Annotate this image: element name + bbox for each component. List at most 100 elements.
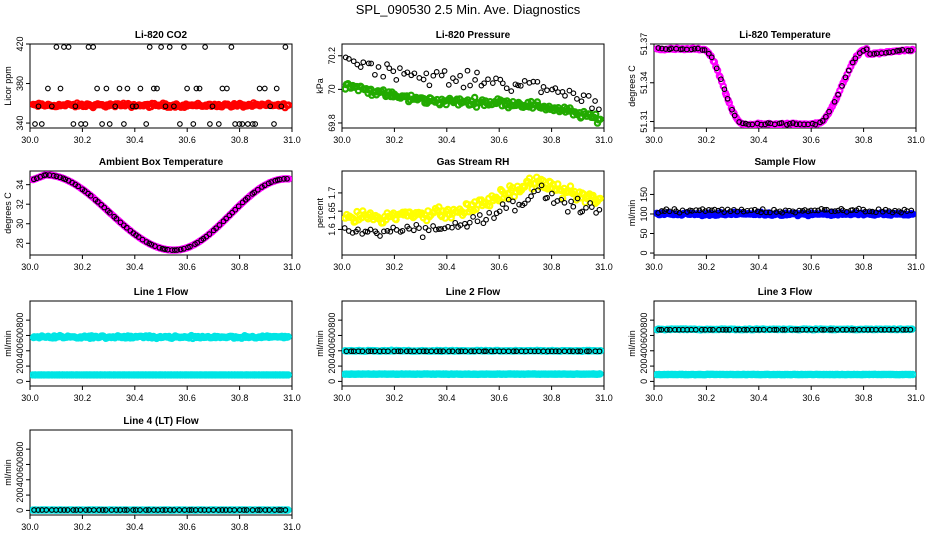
- x-tick-label: 30.6: [490, 262, 508, 272]
- data-point: [512, 81, 519, 88]
- data-point: [871, 51, 877, 57]
- panel-sample_flow: Sample Flow 30.0 30.2 30.4 30.6 30.8 31.0 0 50 10…: [627, 157, 925, 272]
- data-point: [793, 121, 800, 128]
- data-point: [123, 224, 130, 231]
- y-tick-label: 1.65: [327, 202, 337, 220]
- x-tick-label: 30.4: [750, 393, 768, 403]
- data-point: [133, 103, 139, 110]
- data-point: [150, 85, 157, 92]
- data-point: [552, 85, 559, 91]
- marks: [30, 44, 292, 127]
- data-point: [729, 106, 735, 113]
- x-tick-label: 30.4: [438, 393, 456, 403]
- data-point: [741, 326, 747, 333]
- data-point: [57, 85, 64, 92]
- y-tick-label: 400: [327, 343, 337, 358]
- data-point: [491, 215, 497, 221]
- data-point: [99, 121, 105, 127]
- data-point: [171, 247, 178, 253]
- y-tick-label: 600: [15, 457, 25, 472]
- data-point: [481, 348, 487, 355]
- data-point: [765, 120, 771, 126]
- data-point: [751, 206, 758, 213]
- x-tick-label: 31.0: [595, 262, 613, 272]
- data-point: [559, 89, 566, 95]
- data-point: [740, 208, 747, 215]
- data-point: [759, 206, 766, 212]
- data-point: [57, 174, 63, 181]
- x-tick-label: 31.0: [283, 262, 301, 272]
- data-point: [538, 182, 545, 189]
- y-axis-label: ml/min: [627, 200, 637, 227]
- data-point: [784, 121, 790, 128]
- y-tick-label: 0: [15, 508, 25, 513]
- x-tick-label: 31.0: [595, 135, 613, 145]
- x-tick-label: 30.4: [750, 135, 768, 145]
- data-point: [222, 507, 229, 513]
- data-point: [896, 47, 903, 54]
- data-point: [486, 202, 494, 210]
- data-point: [792, 326, 799, 333]
- y-axis-label: Licor ppm: [3, 66, 13, 106]
- data-point: [420, 76, 427, 83]
- data-point: [852, 55, 859, 62]
- data-point: [271, 121, 277, 127]
- data-point: [35, 507, 42, 513]
- data-point: [99, 507, 106, 513]
- data-point: [457, 72, 463, 79]
- data-point: [699, 47, 706, 53]
- data-point: [767, 209, 773, 216]
- x-tick-label: 31.0: [283, 522, 301, 532]
- data-point: [350, 58, 357, 65]
- panel-title: Line 3 Flow: [758, 287, 813, 298]
- data-point: [528, 193, 534, 200]
- y-axis-label: ml/min: [3, 330, 13, 357]
- data-point: [430, 223, 436, 229]
- data-point: [50, 172, 57, 179]
- data-point: [570, 90, 577, 97]
- data-point: [139, 236, 146, 243]
- data-point: [70, 507, 77, 513]
- data-point: [53, 173, 60, 180]
- data-point: [574, 195, 581, 202]
- data-point: [130, 507, 136, 513]
- data-point: [516, 201, 522, 208]
- data-point: [483, 348, 489, 355]
- y-tick-label: 50: [639, 229, 649, 239]
- data-point: [464, 67, 471, 74]
- data-point: [449, 348, 456, 355]
- x-tick-label: 30.0: [333, 135, 351, 145]
- data-point: [171, 103, 177, 110]
- data-point: [430, 72, 437, 79]
- data-point: [845, 67, 852, 74]
- data-point: [362, 228, 369, 235]
- y-tick-label: 800: [15, 313, 25, 328]
- data-point: [898, 209, 904, 216]
- panel-line4: Line 4 (LT) Flow 30.0 30.2 30.4 30.6 30.8 31.0…: [3, 416, 301, 532]
- data-point: [254, 186, 261, 193]
- data-point: [206, 231, 213, 237]
- y-tick-label: 30: [15, 219, 25, 229]
- x-tick-label: 30.6: [802, 393, 820, 403]
- data-point: [849, 59, 856, 66]
- data-point: [574, 348, 581, 355]
- data-point: [395, 348, 401, 355]
- data-point: [137, 85, 144, 92]
- data-point: [101, 204, 108, 211]
- data-point: [416, 225, 422, 231]
- data-point: [187, 243, 193, 250]
- data-point: [503, 205, 510, 211]
- x-tick-label: 30.8: [543, 262, 561, 272]
- data-point: [176, 507, 183, 513]
- data-point: [596, 194, 604, 203]
- data-point: [32, 121, 38, 127]
- data-point: [252, 121, 259, 127]
- panel-rh: Gas Stream RH 30.0 30.2 30.4 30.6 30.8 31.0 1.6…: [315, 157, 613, 272]
- data-point: [397, 65, 403, 71]
- data-point: [782, 326, 788, 333]
- data-point: [503, 85, 510, 92]
- data-point: [399, 227, 406, 234]
- x-tick-label: 30.0: [21, 135, 39, 145]
- data-point: [284, 371, 292, 379]
- data-point: [520, 183, 529, 191]
